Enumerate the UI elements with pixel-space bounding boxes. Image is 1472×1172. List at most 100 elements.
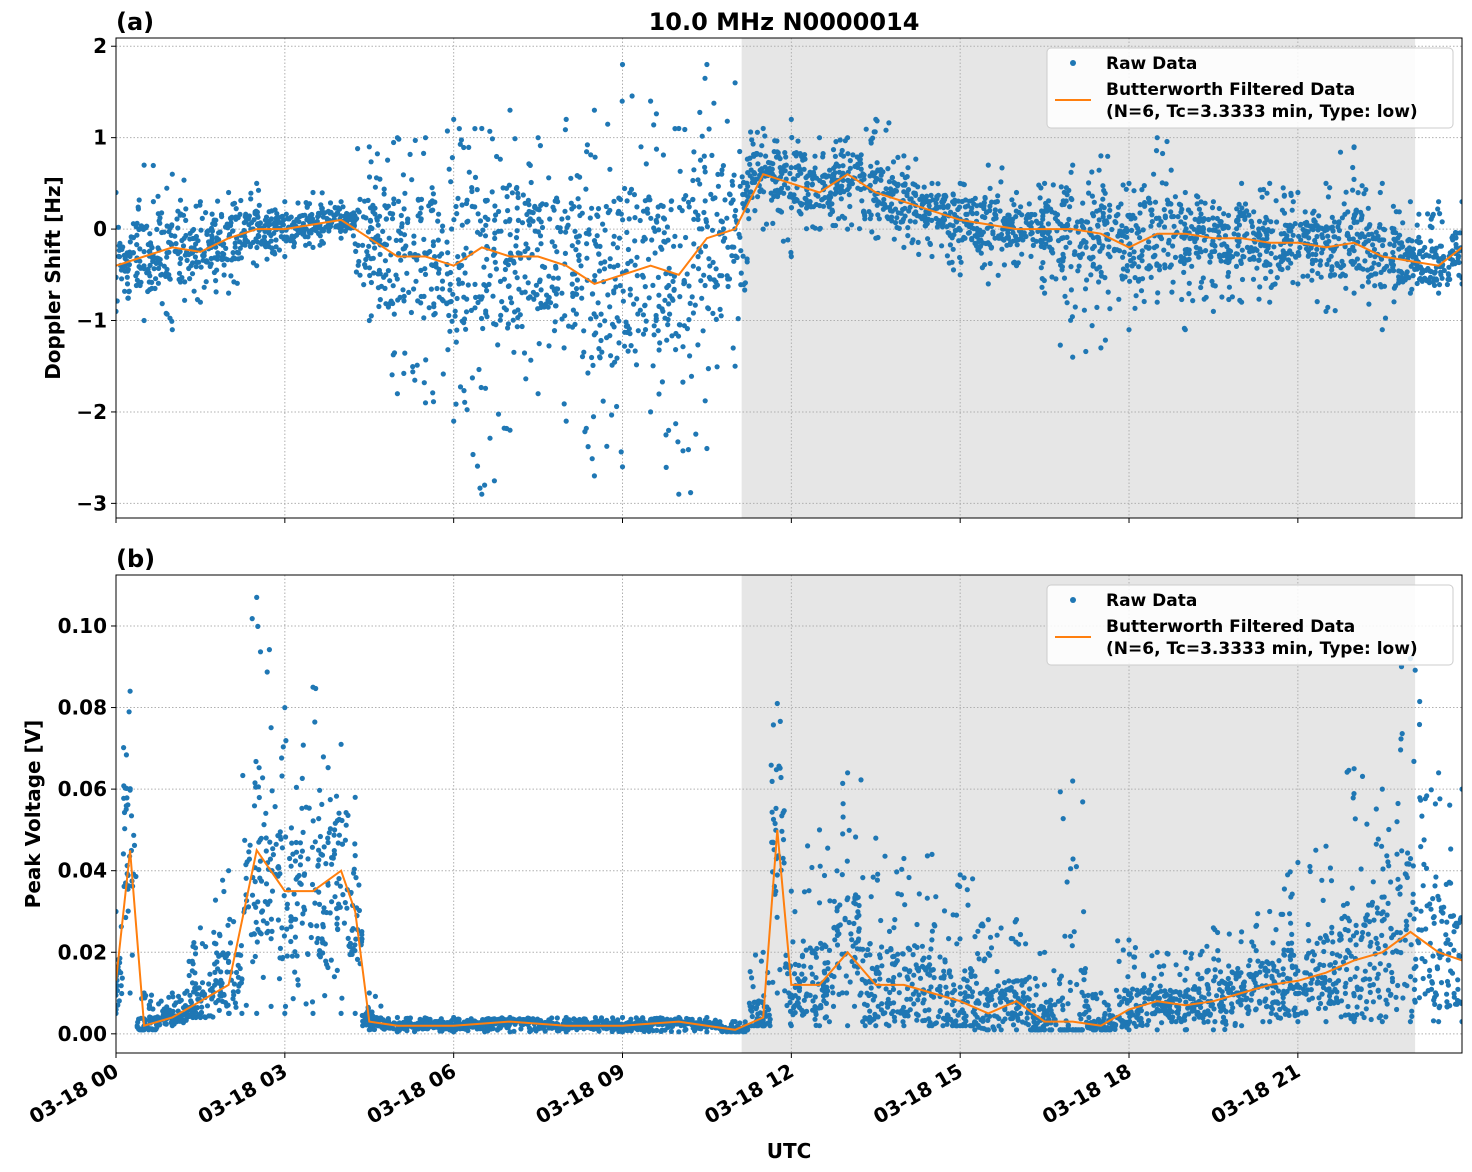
raw-data-point xyxy=(1164,138,1170,145)
raw-data-point xyxy=(483,222,489,228)
raw-data-point xyxy=(430,191,436,197)
raw-data-point xyxy=(400,287,406,293)
raw-data-point xyxy=(705,305,711,311)
raw-data-point xyxy=(199,215,205,221)
raw-data-point xyxy=(591,473,598,479)
raw-data-point xyxy=(284,905,290,911)
raw-data-point xyxy=(1196,206,1202,212)
raw-data-point xyxy=(1268,250,1274,257)
raw-data-point xyxy=(472,126,478,132)
raw-data-point xyxy=(507,295,514,301)
raw-data-point xyxy=(588,152,594,158)
raw-data-point xyxy=(444,271,450,277)
raw-data-point xyxy=(309,844,315,850)
raw-data-point xyxy=(1094,304,1100,310)
raw-data-point xyxy=(507,1029,513,1035)
raw-data-point xyxy=(415,298,421,304)
raw-data-point xyxy=(1444,281,1450,288)
raw-data-point xyxy=(846,184,852,190)
raw-data-point xyxy=(591,332,597,338)
raw-data-point xyxy=(134,220,140,226)
raw-data-point xyxy=(366,1027,372,1033)
raw-data-point xyxy=(250,959,256,965)
raw-data-point xyxy=(1179,206,1185,212)
raw-data-point xyxy=(214,267,220,273)
legend-raw-label: Raw Data xyxy=(1106,54,1197,74)
raw-data-point xyxy=(628,186,635,192)
raw-data-point xyxy=(619,61,626,68)
raw-data-point xyxy=(1236,222,1242,228)
raw-data-point xyxy=(203,944,209,950)
panel-a: 210−1−2−3(a)Doppler Shift [Hz]Raw DataBu… xyxy=(41,8,1463,523)
raw-data-point xyxy=(432,254,438,260)
raw-data-point xyxy=(660,308,666,314)
raw-data-point xyxy=(173,1000,179,1006)
raw-data-point xyxy=(317,233,323,239)
raw-data-point xyxy=(1156,267,1163,273)
raw-data-point xyxy=(1190,298,1196,304)
raw-data-point xyxy=(1053,276,1059,282)
raw-data-point xyxy=(334,915,340,921)
raw-data-point xyxy=(572,321,578,327)
raw-data-point xyxy=(194,1005,200,1011)
raw-data-point xyxy=(584,142,591,148)
raw-data-point xyxy=(292,969,298,975)
raw-data-point xyxy=(691,167,697,173)
raw-data-point xyxy=(569,281,575,287)
raw-data-point xyxy=(1391,299,1397,305)
raw-data-point xyxy=(615,262,621,268)
raw-data-point xyxy=(1016,209,1022,216)
raw-data-point xyxy=(671,273,678,279)
raw-data-point xyxy=(400,172,406,178)
raw-data-point xyxy=(1234,226,1240,232)
raw-data-point xyxy=(1005,234,1011,240)
raw-data-point xyxy=(179,237,185,244)
raw-data-point xyxy=(890,159,897,165)
raw-data-point xyxy=(859,198,865,204)
raw-data-point xyxy=(1100,196,1106,202)
raw-data-point xyxy=(559,216,565,222)
raw-data-point xyxy=(1257,187,1263,193)
raw-data-point xyxy=(331,851,338,857)
raw-data-point xyxy=(199,980,206,986)
raw-data-point xyxy=(894,215,900,221)
raw-data-point xyxy=(1239,276,1246,283)
raw-data-point xyxy=(650,282,656,288)
raw-data-point xyxy=(868,163,874,169)
raw-data-point xyxy=(532,204,538,211)
raw-data-point xyxy=(277,945,283,952)
raw-data-point xyxy=(518,1026,524,1032)
raw-data-point xyxy=(640,331,647,337)
raw-data-point xyxy=(691,149,697,155)
raw-data-point xyxy=(1161,247,1167,253)
raw-data-point xyxy=(671,243,677,249)
raw-data-point xyxy=(614,315,620,321)
raw-data-point xyxy=(592,154,598,160)
raw-data-point xyxy=(845,226,851,232)
raw-data-point xyxy=(385,1024,392,1030)
raw-data-point xyxy=(950,192,956,198)
raw-data-point xyxy=(130,250,136,256)
raw-data-point xyxy=(149,279,155,285)
raw-data-point xyxy=(345,935,351,942)
raw-data-point xyxy=(801,166,807,172)
raw-data-point xyxy=(1459,199,1462,205)
raw-data-point xyxy=(874,160,880,166)
raw-data-point xyxy=(1233,263,1240,269)
raw-data-point xyxy=(164,223,170,229)
raw-data-point xyxy=(422,250,428,256)
raw-data-point xyxy=(1123,186,1129,192)
raw-data-point xyxy=(466,169,472,175)
raw-data-point xyxy=(987,185,993,191)
raw-data-point xyxy=(677,243,683,249)
raw-data-point xyxy=(175,225,181,231)
raw-data-point xyxy=(1198,211,1204,217)
raw-data-point xyxy=(553,286,560,292)
raw-data-point xyxy=(197,199,203,205)
raw-data-point xyxy=(184,257,190,263)
raw-data-point xyxy=(1226,284,1232,290)
raw-data-point xyxy=(762,133,768,139)
raw-data-point xyxy=(146,1005,152,1012)
raw-data-point xyxy=(447,287,453,293)
raw-data-point xyxy=(660,152,667,158)
